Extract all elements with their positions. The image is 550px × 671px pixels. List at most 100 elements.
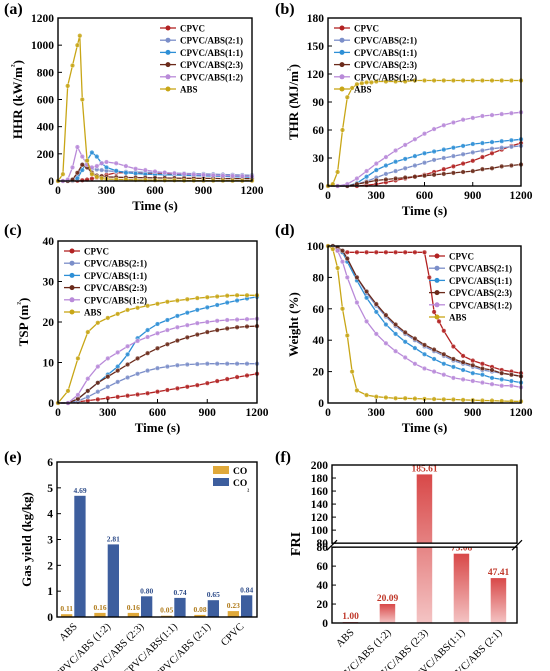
data-point	[85, 388, 91, 394]
data-point	[441, 147, 447, 153]
y-axis-label: Weight (%)	[286, 292, 301, 357]
panel-label: (d)	[275, 222, 295, 239]
data-label: 4.69	[73, 486, 86, 495]
data-point	[383, 78, 389, 84]
data-point	[184, 296, 190, 302]
x-tick-label: 900	[199, 407, 217, 419]
legend-marker	[165, 37, 171, 43]
data-point	[479, 166, 485, 172]
data-point	[383, 312, 389, 318]
data-point	[95, 396, 101, 402]
data-point	[103, 159, 109, 165]
data-point	[499, 111, 505, 117]
data-point	[393, 322, 399, 328]
series-3	[325, 161, 524, 189]
y-tick-label: 5	[47, 483, 53, 495]
data-point	[436, 318, 442, 324]
data-point	[224, 293, 230, 299]
data-point	[402, 78, 408, 84]
data-point	[450, 344, 456, 350]
data-point	[125, 375, 131, 381]
bar-co	[127, 612, 139, 617]
data-point	[224, 376, 230, 382]
data-point	[431, 369, 437, 375]
legend-label: CPVC/ABS(1:1)	[449, 276, 512, 286]
data-point	[431, 172, 437, 178]
data-point	[422, 342, 428, 348]
y-tick-label: 60	[313, 304, 325, 316]
data-point	[123, 170, 129, 176]
data-point	[431, 126, 437, 132]
data-point	[184, 384, 190, 390]
data-point	[441, 372, 447, 378]
data-point	[204, 304, 210, 310]
data-point	[340, 306, 346, 312]
break-mark-right	[511, 539, 523, 551]
data-point	[402, 339, 408, 345]
data-point	[354, 387, 360, 393]
data-point	[115, 311, 121, 317]
data-point	[354, 249, 360, 255]
data-point	[344, 256, 350, 262]
data-point	[412, 361, 418, 367]
data-point	[89, 171, 95, 177]
y-tick-label: 1	[47, 586, 53, 598]
data-point	[94, 163, 100, 169]
x-tick-label: 600	[416, 190, 434, 202]
data-point	[154, 365, 160, 371]
data-point	[383, 176, 389, 182]
data-point	[373, 78, 379, 84]
data-point	[89, 149, 95, 155]
data-point	[103, 164, 109, 170]
legend-marker	[339, 86, 345, 92]
data-point	[431, 356, 437, 362]
y-tick-label: 0	[47, 612, 53, 624]
legend-label: CPVC/ABS(1:2)	[354, 72, 417, 82]
data-point	[145, 368, 151, 374]
data-point	[441, 77, 447, 83]
legend-marker	[339, 49, 345, 55]
data-point	[373, 394, 379, 400]
data-point	[470, 149, 476, 155]
series-5	[325, 243, 524, 404]
legend-label: CPVC/ABS(2:1)	[354, 36, 417, 46]
data-label: 47.41	[488, 568, 510, 578]
y-tick-label: 10	[43, 358, 55, 370]
data-point	[60, 171, 66, 177]
data-point	[441, 396, 447, 402]
data-point	[113, 168, 119, 174]
x-tick-label: 0	[325, 407, 331, 419]
data-point	[479, 372, 485, 378]
data-point	[431, 157, 437, 163]
data-point	[508, 110, 514, 116]
data-point	[194, 361, 200, 367]
data-point	[383, 162, 389, 168]
data-point	[224, 317, 230, 323]
data-point	[145, 334, 151, 340]
data-point	[115, 379, 121, 385]
data-point	[145, 350, 151, 356]
data-point	[214, 302, 220, 308]
legend-label: CPVC	[84, 247, 109, 257]
y-tick-label: 1000	[31, 40, 54, 52]
data-point	[412, 345, 418, 351]
data-point	[373, 167, 379, 173]
data-point	[174, 338, 180, 344]
y-tick-label: 40	[43, 236, 55, 248]
data-point	[450, 145, 456, 151]
bar-co2	[207, 600, 219, 617]
data-point	[364, 249, 370, 255]
data-point	[89, 176, 95, 182]
data-point	[489, 398, 495, 404]
data-point	[123, 163, 129, 169]
legend-label: CPVC	[449, 252, 474, 262]
panel-label: (a)	[4, 1, 23, 18]
data-point	[383, 249, 389, 255]
data-point	[133, 166, 139, 172]
data-point	[174, 385, 180, 391]
data-label: 0.65	[207, 590, 220, 599]
data-point	[214, 378, 220, 384]
legend-marker	[69, 248, 75, 254]
legend-swatch	[213, 466, 229, 474]
data-point	[479, 147, 485, 153]
